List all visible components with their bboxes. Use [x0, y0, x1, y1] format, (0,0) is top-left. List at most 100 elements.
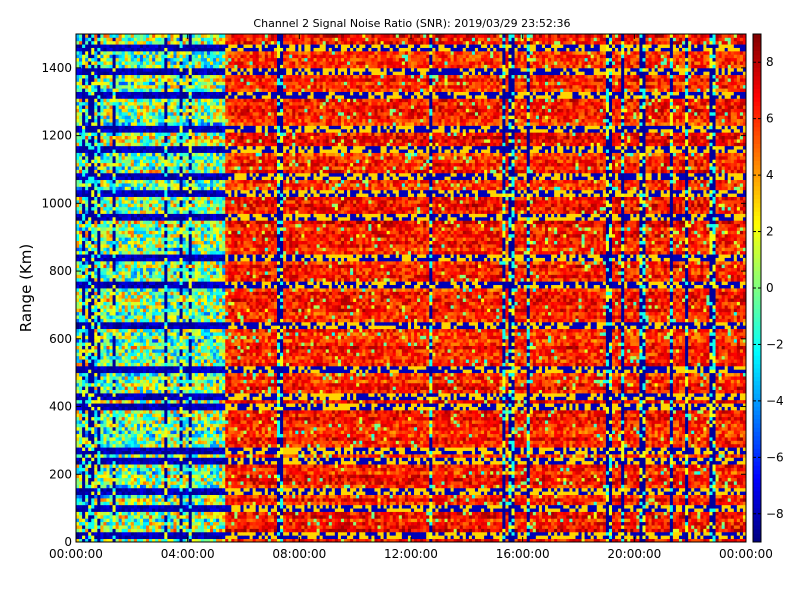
heatmap-cell: [329, 515, 332, 519]
heatmap-cell: [277, 535, 280, 539]
heatmap-cell: [575, 484, 578, 488]
heatmap-cell: [228, 478, 231, 482]
heatmap-cell: [728, 481, 731, 485]
heatmap-cell: [734, 488, 737, 492]
heatmap-cell: [177, 501, 180, 505]
heatmap-cell: [682, 508, 685, 512]
heatmap-cell: [658, 467, 661, 471]
heatmap-cell: [393, 532, 396, 536]
heatmap-cell: [304, 535, 307, 539]
heatmap-cell: [454, 525, 457, 529]
heatmap-cell: [688, 478, 691, 482]
heatmap-cell: [85, 501, 88, 505]
heatmap-cell: [472, 505, 475, 509]
heatmap-cell: [256, 525, 259, 529]
heatmap-cell: [694, 525, 697, 529]
heatmap-cell: [320, 518, 323, 522]
heatmap-cell: [149, 491, 152, 495]
heatmap-cell: [88, 505, 91, 509]
heatmap-cell: [569, 518, 572, 522]
heatmap-cell: [603, 491, 606, 495]
heatmap-cell: [457, 481, 460, 485]
heatmap-cell: [155, 505, 158, 509]
heatmap-cell: [502, 501, 505, 505]
heatmap-cell: [359, 525, 362, 529]
heatmap-cell: [106, 474, 109, 478]
heatmap-cell: [731, 528, 734, 532]
heatmap-cell: [600, 532, 603, 536]
heatmap-cell: [170, 505, 173, 509]
heatmap-cell: [289, 478, 292, 482]
heatmap-cell: [304, 518, 307, 522]
heatmap-cell: [122, 478, 125, 482]
heatmap-cell: [94, 484, 97, 488]
heatmap-cell: [103, 491, 106, 495]
heatmap-cell: [283, 508, 286, 512]
heatmap-cell: [426, 498, 429, 502]
heatmap-cell: [633, 505, 636, 509]
heatmap-cell: [100, 464, 103, 468]
heatmap-cell: [703, 518, 706, 522]
heatmap-cell: [240, 464, 243, 468]
heatmap-cell: [566, 471, 569, 475]
heatmap-cell: [737, 512, 740, 516]
heatmap-cell: [344, 474, 347, 478]
heatmap-cell: [240, 505, 243, 509]
heatmap-cell: [82, 481, 85, 485]
heatmap-cell: [161, 532, 164, 536]
heatmap-cell: [125, 491, 128, 495]
heatmap-cell: [585, 495, 588, 499]
heatmap-cell: [338, 522, 341, 526]
heatmap-cell: [652, 518, 655, 522]
heatmap-cell: [676, 495, 679, 499]
heatmap-cell: [97, 535, 100, 539]
heatmap-cell: [557, 478, 560, 482]
heatmap-cell: [280, 474, 283, 478]
heatmap-cell: [475, 471, 478, 475]
heatmap-cell: [88, 522, 91, 526]
heatmap-cell: [435, 484, 438, 488]
heatmap-cell: [110, 535, 113, 539]
heatmap-cell: [381, 501, 384, 505]
heatmap-cell: [621, 525, 624, 529]
heatmap-cell: [192, 491, 195, 495]
heatmap-cell: [438, 491, 441, 495]
heatmap-cell: [94, 508, 97, 512]
heatmap-cell: [505, 481, 508, 485]
heatmap-cell: [152, 484, 155, 488]
heatmap-cell: [79, 528, 82, 532]
heatmap-cell: [423, 508, 426, 512]
heatmap-cell: [167, 525, 170, 529]
heatmap-cell: [600, 491, 603, 495]
heatmap-cell: [582, 471, 585, 475]
heatmap-cell: [652, 501, 655, 505]
heatmap-cell: [155, 532, 158, 536]
heatmap-cell: [460, 467, 463, 471]
heatmap-cell: [113, 518, 116, 522]
heatmap-cell: [259, 491, 262, 495]
heatmap-cell: [463, 505, 466, 509]
heatmap-cell: [445, 478, 448, 482]
heatmap-cell: [79, 464, 82, 468]
heatmap-cell: [435, 535, 438, 539]
heatmap-cell: [183, 474, 186, 478]
heatmap-cell: [271, 532, 274, 536]
heatmap-cell: [569, 528, 572, 532]
heatmap-cell: [378, 515, 381, 519]
heatmap-cell: [140, 518, 143, 522]
heatmap-cell: [134, 491, 137, 495]
heatmap-cell: [606, 512, 609, 516]
heatmap-cell: [207, 491, 210, 495]
heatmap-cell: [183, 467, 186, 471]
heatmap-cell: [402, 508, 405, 512]
heatmap-cell: [119, 525, 122, 529]
heatmap-cell: [508, 515, 511, 519]
heatmap-cell: [725, 512, 728, 516]
heatmap-cell: [725, 522, 728, 526]
heatmap-cell: [97, 501, 100, 505]
heatmap-cell: [451, 518, 454, 522]
heatmap-cell: [545, 491, 548, 495]
heatmap-cell: [463, 467, 466, 471]
heatmap-cell: [700, 515, 703, 519]
heatmap-cell: [378, 481, 381, 485]
